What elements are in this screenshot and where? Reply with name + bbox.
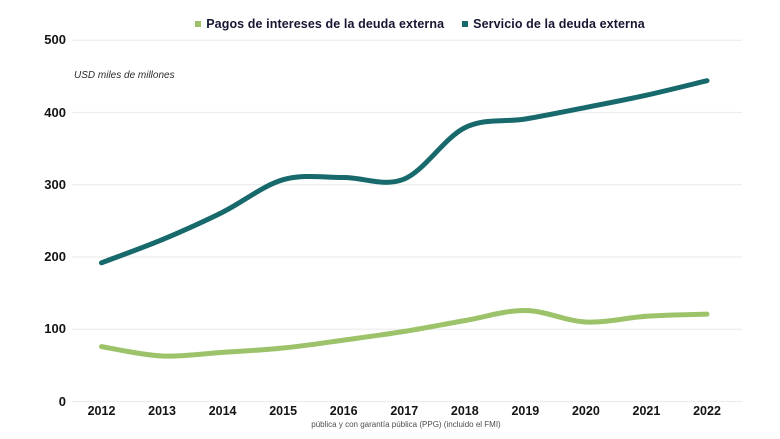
x-tick-label-2017: 2017	[390, 404, 419, 418]
y-tick-label-200: 200	[44, 249, 66, 264]
x-tick-label-2018: 2018	[450, 404, 479, 418]
legend-item-interest[interactable]: Pagos de intereses de la deuda externa	[195, 17, 444, 31]
x-tick-label-2016: 2016	[329, 404, 358, 418]
legend-label-interest: Pagos de intereses de la deuda externa	[206, 17, 445, 31]
y-tick-label-0: 0	[58, 393, 66, 409]
x-tick-label-2021: 2021	[632, 404, 661, 418]
x-tick-label-2014: 2014	[208, 404, 237, 418]
y-tick-label-100: 100	[44, 321, 66, 337]
series-paths	[99, 78, 710, 359]
x-tick-label-2019: 2019	[511, 404, 540, 418]
x-tick-label-2015: 2015	[269, 404, 298, 418]
x-tick-label-2012: 2012	[87, 404, 116, 418]
legend-item-service[interactable]: Servicio de la deuda externa	[462, 17, 645, 31]
y-axis-unit-label: USD miles de millones	[74, 70, 175, 81]
legend: Pagos de intereses de la deuda externa S…	[30, 17, 780, 31]
series-line-1	[99, 78, 710, 266]
x-tick-label-2013: 2013	[148, 404, 176, 418]
x-tick-label-2022: 2022	[693, 404, 721, 418]
series-line-0	[99, 307, 710, 359]
y-tick-label-300: 300	[44, 176, 66, 192]
gridlines	[72, 39, 742, 403]
legend-label-service: Servicio de la deuda externa	[473, 17, 645, 31]
legend-marker-interest-icon	[195, 21, 202, 27]
footnote: pública y con garantía pública (PPG) (in…	[311, 420, 501, 429]
x-tick-label-2020: 2020	[571, 404, 600, 418]
legend-marker-service-icon	[462, 21, 469, 27]
y-tick-label-500: 500	[44, 32, 66, 48]
y-tick-label-400: 400	[44, 104, 66, 120]
